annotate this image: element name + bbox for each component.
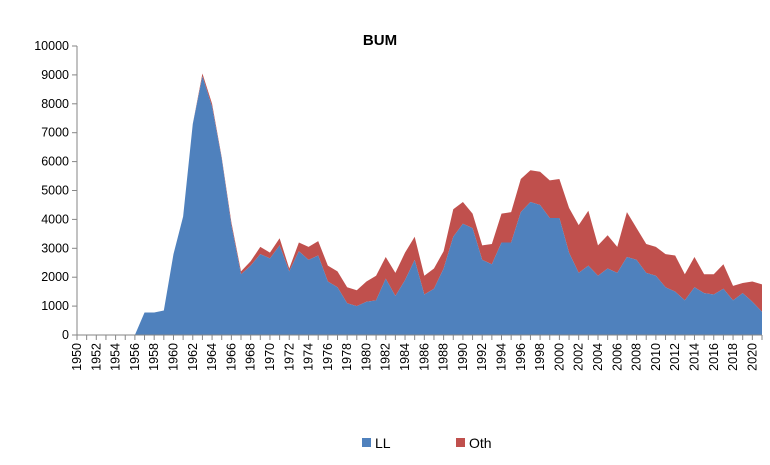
legend: LL Oth: [362, 435, 492, 451]
series-areas: [77, 73, 762, 335]
x-tick-label: 1960: [166, 343, 180, 371]
x-tick-label: 1974: [302, 343, 316, 371]
x-tick-label: 1954: [109, 343, 123, 371]
x-tick-label: 1996: [514, 343, 528, 371]
x-tick-label: 2012: [668, 343, 682, 371]
x-tick-label: 1980: [359, 343, 373, 371]
y-tick-label: 1000: [41, 299, 69, 313]
x-tick-label: 1992: [475, 343, 489, 371]
y-tick-label: 5000: [41, 184, 69, 198]
y-axis-ticks: 0 1000 2000 3000 4000 5000 6000 7000 8000 9000 100…: [34, 39, 77, 342]
x-tick-label: 1972: [282, 343, 296, 371]
x-tick-label: 1998: [533, 343, 547, 371]
x-tick-label: 2020: [745, 343, 759, 371]
legend-label-oth: Oth: [469, 435, 492, 451]
y-tick-label: 10000: [34, 39, 69, 53]
x-tick-label: 1968: [244, 343, 258, 371]
y-tick-label: 7000: [41, 126, 69, 140]
x-tick-label: 1988: [437, 343, 451, 371]
x-tick-label: 1950: [70, 343, 84, 371]
x-tick-label: 1986: [417, 343, 431, 371]
x-tick-label: 2002: [572, 343, 586, 371]
x-tick-label: 1956: [128, 343, 142, 371]
x-tick-label: 2014: [687, 343, 701, 371]
x-tick-label: 1966: [224, 343, 238, 371]
x-tick-label: 1964: [205, 343, 219, 371]
y-tick-label: 2000: [41, 270, 69, 284]
y-tick-label: 6000: [41, 155, 69, 169]
x-tick-label: 2008: [630, 343, 644, 371]
x-tick-label: 1958: [147, 343, 161, 371]
x-tick-label: 1978: [340, 343, 354, 371]
y-tick-label: 9000: [41, 68, 69, 82]
x-tick-label: 2016: [707, 343, 721, 371]
legend-label-ll: LL: [375, 435, 391, 451]
x-tick-label: 1976: [321, 343, 335, 371]
area-ll: [77, 76, 762, 335]
x-tick-label: 2006: [610, 343, 624, 371]
y-tick-label: 4000: [41, 212, 69, 226]
y-tick-label: 0: [62, 328, 69, 342]
chart-title: BUM: [363, 32, 397, 49]
y-tick-label: 8000: [41, 97, 69, 111]
x-tick-label: 1994: [495, 343, 509, 371]
x-tick-label: 2004: [591, 343, 605, 371]
x-tick-label: 2000: [552, 343, 566, 371]
x-tick-label: 1970: [263, 343, 277, 371]
x-tick-label: 1952: [89, 343, 103, 371]
legend-swatch-oth: [456, 438, 465, 447]
x-tick-label: 1990: [456, 343, 470, 371]
x-tick-label: 2010: [649, 343, 663, 371]
x-tick-label: 1962: [186, 343, 200, 371]
y-tick-label: 3000: [41, 241, 69, 255]
x-tick-label: 1982: [379, 343, 393, 371]
x-tick-label: 1984: [398, 343, 412, 371]
legend-swatch-ll: [362, 438, 371, 447]
x-axis-ticks: 1950 1952 1954 1956 1958 1960 1962 1964 1966 1968…: [70, 335, 763, 371]
x-tick-label: 2018: [726, 343, 740, 371]
